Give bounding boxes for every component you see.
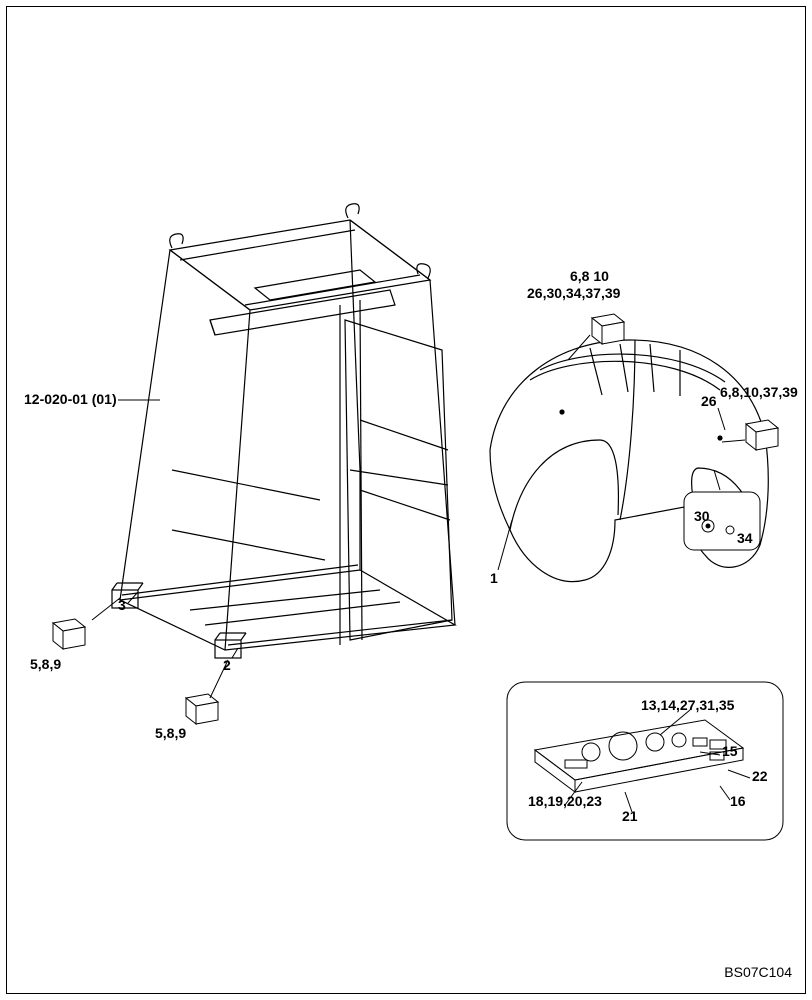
callout-5-8-9-left: 5,8,9 [30, 656, 61, 672]
callout-16: 16 [730, 793, 746, 809]
callout-13-14-27-31-35: 13,14,27,31,35 [641, 697, 734, 713]
diagram-page: 12-020-01 (01) 6,8 10 26,30,34,37,39 26 … [0, 0, 812, 1000]
callout-18-19-20-23: 18,19,20,23 [528, 793, 602, 809]
callout-12-020-01: 12-020-01 (01) [24, 391, 117, 407]
callout-34: 34 [737, 530, 753, 546]
callout-6-8-10-37-39: 6,8,10,37,39 [720, 384, 798, 400]
callout-26-30-34-37-39: 26,30,34,37,39 [527, 285, 620, 301]
callout-26: 26 [701, 393, 717, 409]
callout-3: 3 [118, 597, 126, 613]
leader-lines [0, 0, 812, 1000]
callout-6-8-10: 6,8 10 [570, 268, 609, 284]
callout-2: 2 [223, 657, 231, 673]
callout-5-8-9-bottom: 5,8,9 [155, 725, 186, 741]
callout-30: 30 [694, 508, 710, 524]
callout-1: 1 [490, 570, 498, 586]
callout-22: 22 [752, 768, 768, 784]
diagram-code: BS07C104 [724, 964, 792, 980]
callout-15: 15 [722, 743, 738, 759]
callout-21: 21 [622, 808, 638, 824]
